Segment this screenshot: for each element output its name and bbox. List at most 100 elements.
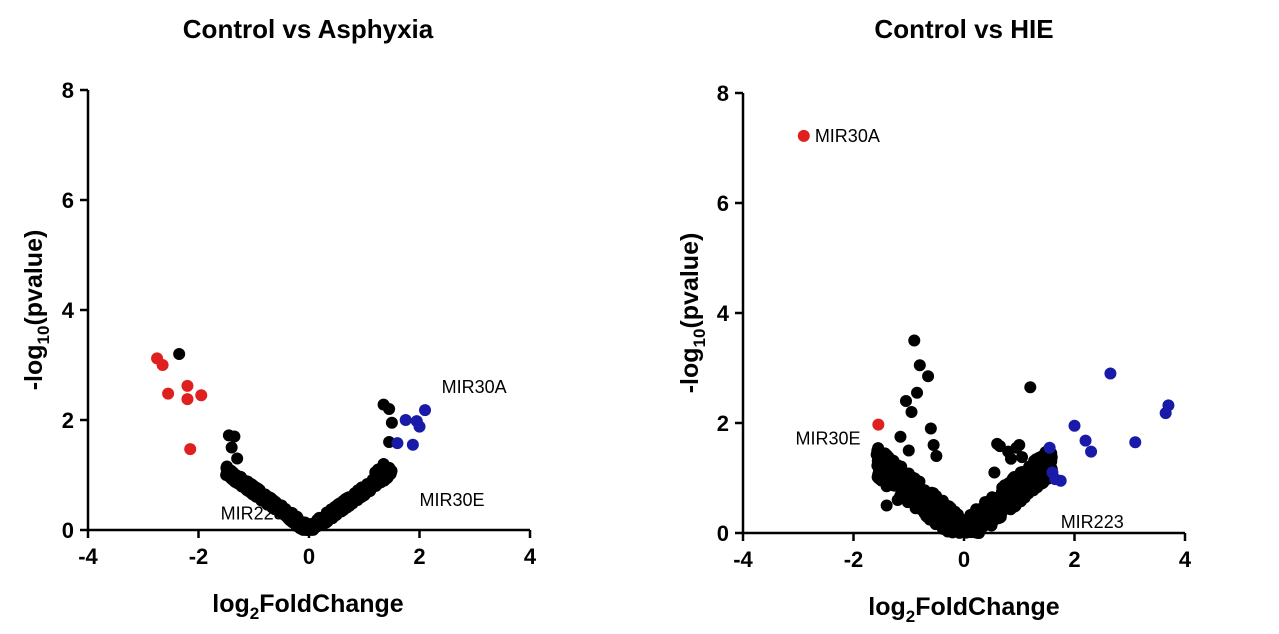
y-tick-label: 6 <box>62 188 74 213</box>
data-point <box>184 443 197 456</box>
data-point <box>992 491 1005 504</box>
data-point <box>1007 498 1020 511</box>
data-point <box>899 395 912 407</box>
data-point <box>894 430 907 443</box>
data-point <box>946 526 959 539</box>
data-point <box>369 466 382 479</box>
plot-area: -4 -2 0 2 4 0 2 4 6 8 MIR30A MIR30E MIR223 <box>717 81 1192 572</box>
data-point <box>1013 482 1026 495</box>
y-tick-label: 0 <box>717 521 729 546</box>
data-point <box>220 469 233 481</box>
data-point <box>922 370 935 383</box>
data-point <box>181 379 194 392</box>
data-point <box>261 490 274 503</box>
data-point <box>399 414 412 426</box>
data-point <box>1022 485 1035 498</box>
data-point <box>891 494 904 506</box>
data-point <box>938 500 951 513</box>
y-axis-label-rest: (pvalue) <box>20 230 48 326</box>
data-point <box>1129 436 1142 449</box>
data-point <box>995 506 1008 519</box>
data-point <box>797 129 810 142</box>
y-tick-label: 6 <box>717 191 729 216</box>
y-axis-label-pre: -log <box>20 344 48 390</box>
data-point <box>383 403 396 415</box>
ns-cloud <box>870 422 1058 539</box>
annotation-label: MIR30A <box>442 377 507 397</box>
data-point <box>162 387 175 400</box>
data-point <box>1016 451 1029 464</box>
y-tick-label: 4 <box>62 298 75 323</box>
y-axis-label: -log10(pvalue) <box>20 230 53 391</box>
data-point <box>385 416 398 429</box>
y-axis-label-rest: (pvalue) <box>676 233 704 329</box>
data-point <box>1014 466 1027 479</box>
data-point <box>413 420 426 433</box>
data-point <box>312 515 325 528</box>
data-point <box>908 477 921 490</box>
chart-title: Control vs Asphyxia <box>183 14 434 44</box>
x-tick-label: 4 <box>524 544 537 569</box>
y-tick-label: 4 <box>717 301 730 326</box>
x-axis-label-rest: FoldChange <box>259 590 404 618</box>
data-point <box>377 458 390 470</box>
data-point <box>997 482 1010 495</box>
data-point <box>1024 381 1037 394</box>
panel-asphyxia: Control vs Asphyxia -4 -2 0 2 4 0 2 4 6 8 MIR223 MI… <box>20 14 537 623</box>
data-point <box>982 496 995 509</box>
data-point <box>351 490 364 503</box>
data-point <box>1002 445 1015 458</box>
data-point <box>930 450 943 462</box>
data-point <box>419 404 432 417</box>
x-tick-label: 2 <box>413 544 425 569</box>
y-tick-label: 8 <box>717 81 729 106</box>
y-axis-label: -log10(pvalue) <box>676 233 709 394</box>
data-point <box>911 386 924 399</box>
data-point <box>231 452 244 465</box>
data-point <box>1039 453 1052 466</box>
data-point <box>927 439 940 451</box>
data-point <box>1068 419 1081 432</box>
data-point <box>905 406 918 418</box>
data-point <box>988 466 1001 479</box>
x-axis-label-sub: 2 <box>906 607 915 626</box>
x-axis-label: log2FoldChange <box>212 590 403 623</box>
data-point <box>225 441 238 454</box>
data-point <box>300 523 313 536</box>
data-point <box>156 359 169 371</box>
data-point <box>872 418 885 431</box>
data-point <box>276 507 289 520</box>
ns-cloud <box>220 398 398 536</box>
data-point <box>195 389 208 402</box>
series-down <box>391 404 432 451</box>
y-axis-label-sub: 10 <box>34 326 53 345</box>
x-tick-label: -2 <box>189 544 209 569</box>
series-ns <box>173 348 186 360</box>
data-point <box>1162 399 1175 412</box>
data-point <box>1043 441 1056 454</box>
annotation-label: MIR30A <box>815 126 880 146</box>
data-point <box>365 481 378 494</box>
data-point <box>924 422 937 435</box>
data-point <box>910 490 923 503</box>
data-point <box>337 503 350 516</box>
x-axis-label-base: log <box>212 590 250 618</box>
data-point <box>886 461 899 473</box>
y-tick-label: 2 <box>62 408 74 433</box>
data-point <box>928 512 941 525</box>
annotation-label: MIR223 <box>1061 512 1124 532</box>
annotation-label: MIR30E <box>795 428 860 448</box>
panel-hie: Control vs HIE -4 -2 0 2 4 0 2 4 6 8 MIR30A MIR30E M… <box>676 14 1192 626</box>
data-point <box>902 444 915 457</box>
x-axis-label-base: log <box>868 593 906 621</box>
data-point <box>244 485 257 498</box>
y-axis-label-sub: 10 <box>690 329 709 348</box>
data-point <box>1085 445 1098 458</box>
annotation-label: MIR223 <box>221 504 284 524</box>
data-point <box>181 393 194 406</box>
data-point <box>173 348 186 360</box>
data-point <box>1013 439 1026 451</box>
x-tick-label: -4 <box>78 544 98 569</box>
chart-title: Control vs HIE <box>874 14 1053 44</box>
